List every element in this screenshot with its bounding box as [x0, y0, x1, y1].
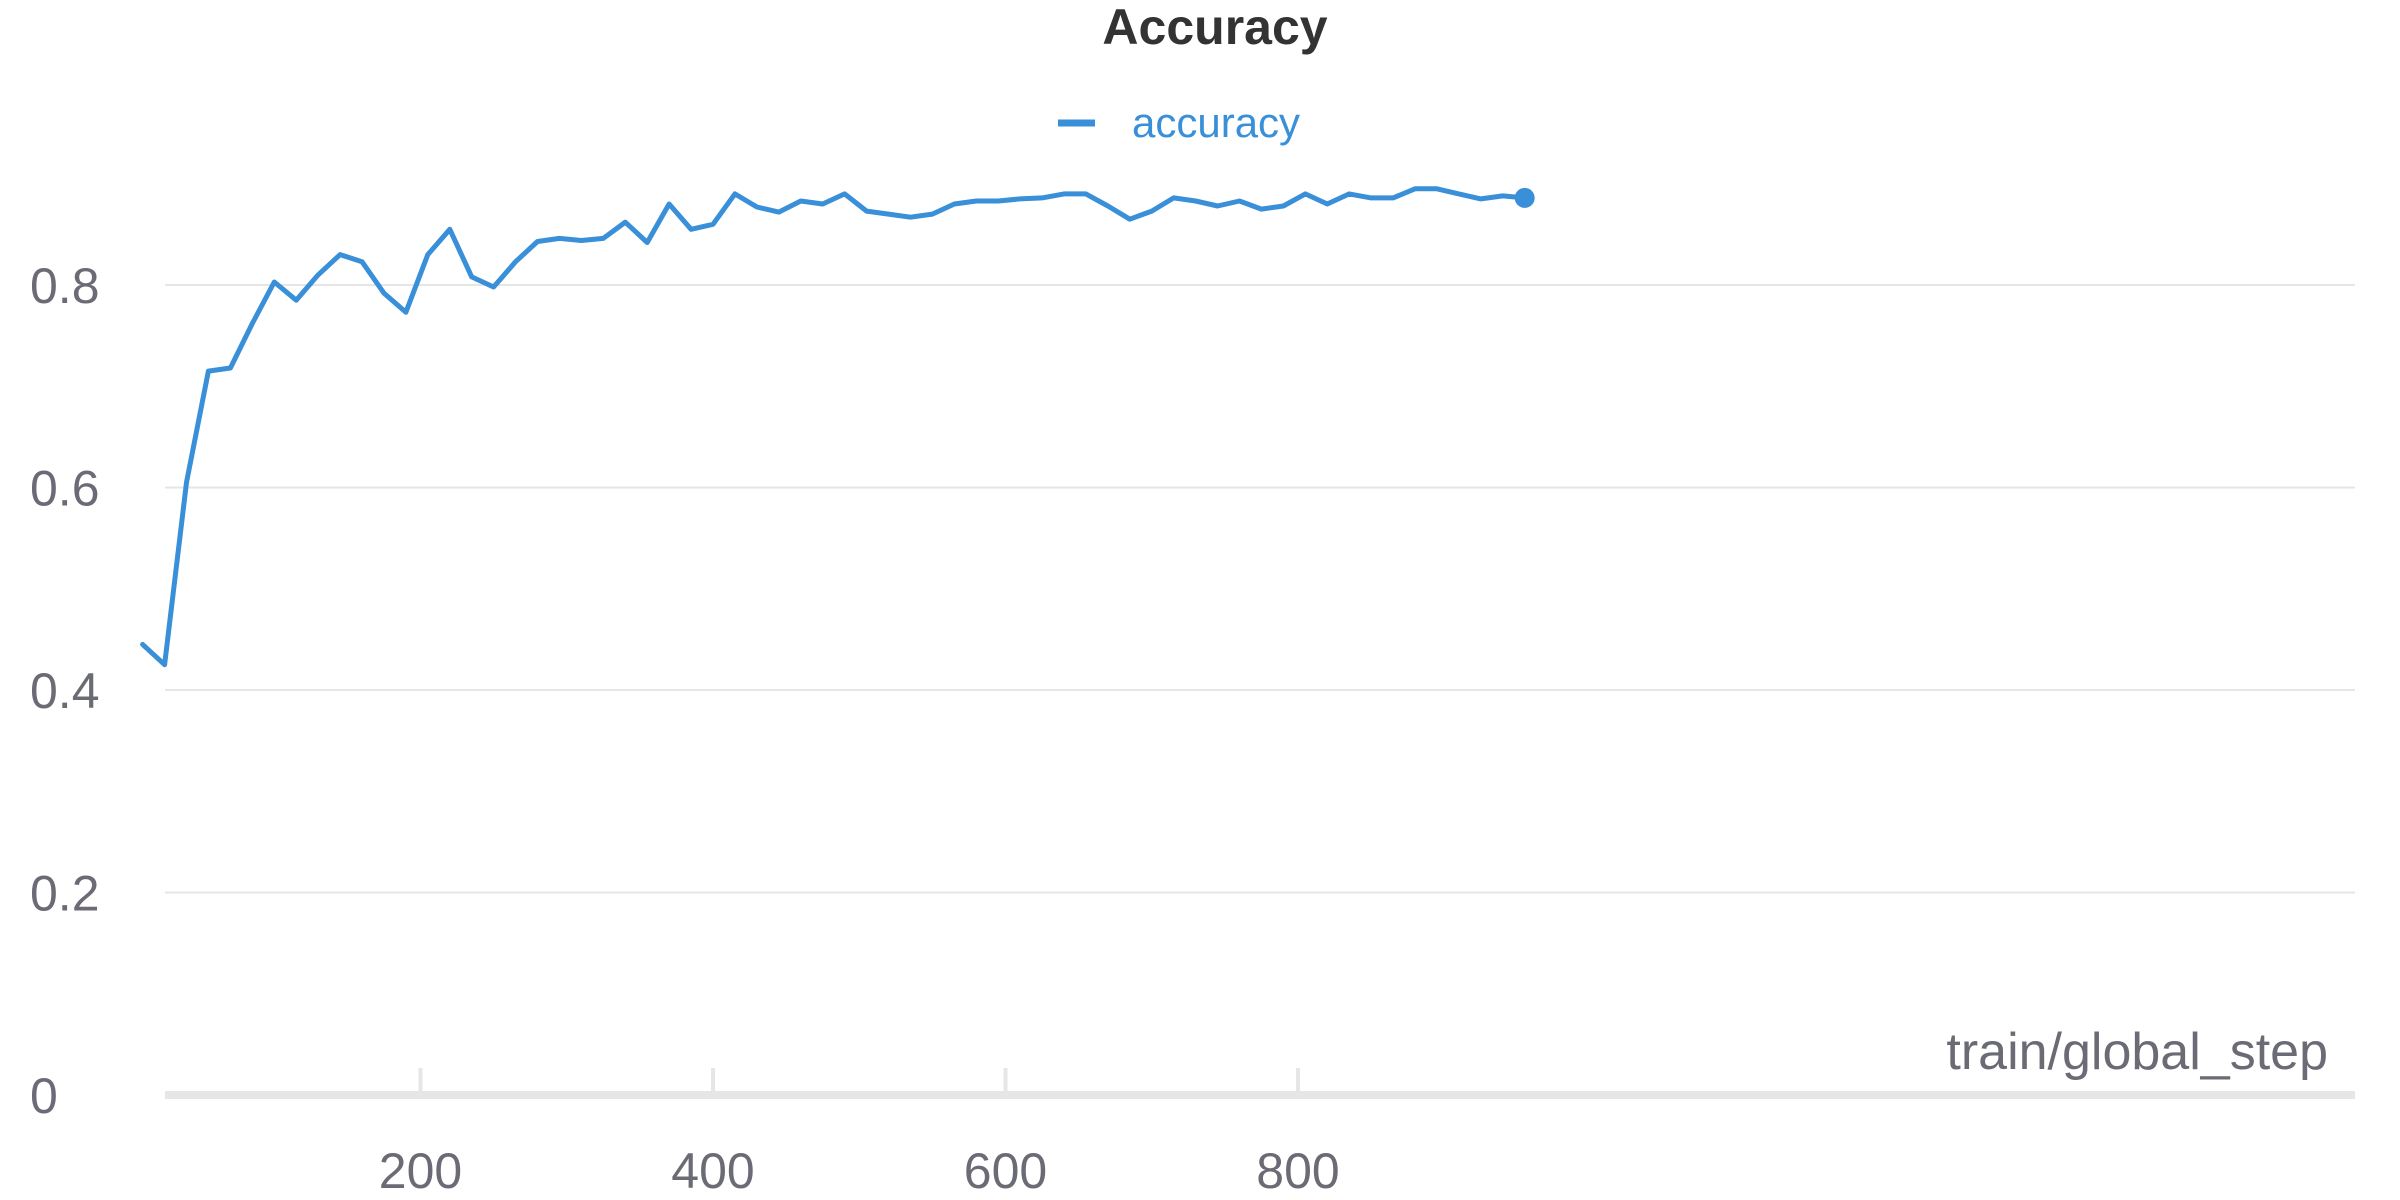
x-tick-label: 200: [379, 1143, 462, 1199]
x-tick-label: 600: [964, 1143, 1047, 1199]
series-line-accuracy: [140, 186, 1528, 668]
y-tick-label: 0.6: [30, 461, 100, 517]
legend[interactable]: accuracy: [1058, 99, 1300, 146]
x-axis-tick-labels: 200 400 600 800: [379, 1143, 1340, 1199]
last-point-marker[interactable]: [1514, 187, 1535, 208]
y-tick-label: 0.8: [30, 258, 100, 314]
x-axis-label: train/global_step: [1946, 1023, 2328, 1081]
y-tick-label: 0.4: [30, 663, 100, 719]
grid-lines: [165, 284, 2355, 894]
series-accuracy: [140, 186, 1535, 668]
y-tick-label: 0: [30, 1068, 58, 1124]
x-tick-label: 800: [1256, 1143, 1339, 1199]
x-tick-label: 400: [671, 1143, 754, 1199]
y-tick-label: 0.2: [30, 866, 100, 922]
x-axis: [165, 1068, 2355, 1099]
chart-title: Accuracy: [1102, 0, 1327, 55]
legend-label: accuracy: [1132, 99, 1300, 146]
y-axis-tick-labels: 0 0.2 0.4 0.6 0.8: [30, 258, 100, 1124]
